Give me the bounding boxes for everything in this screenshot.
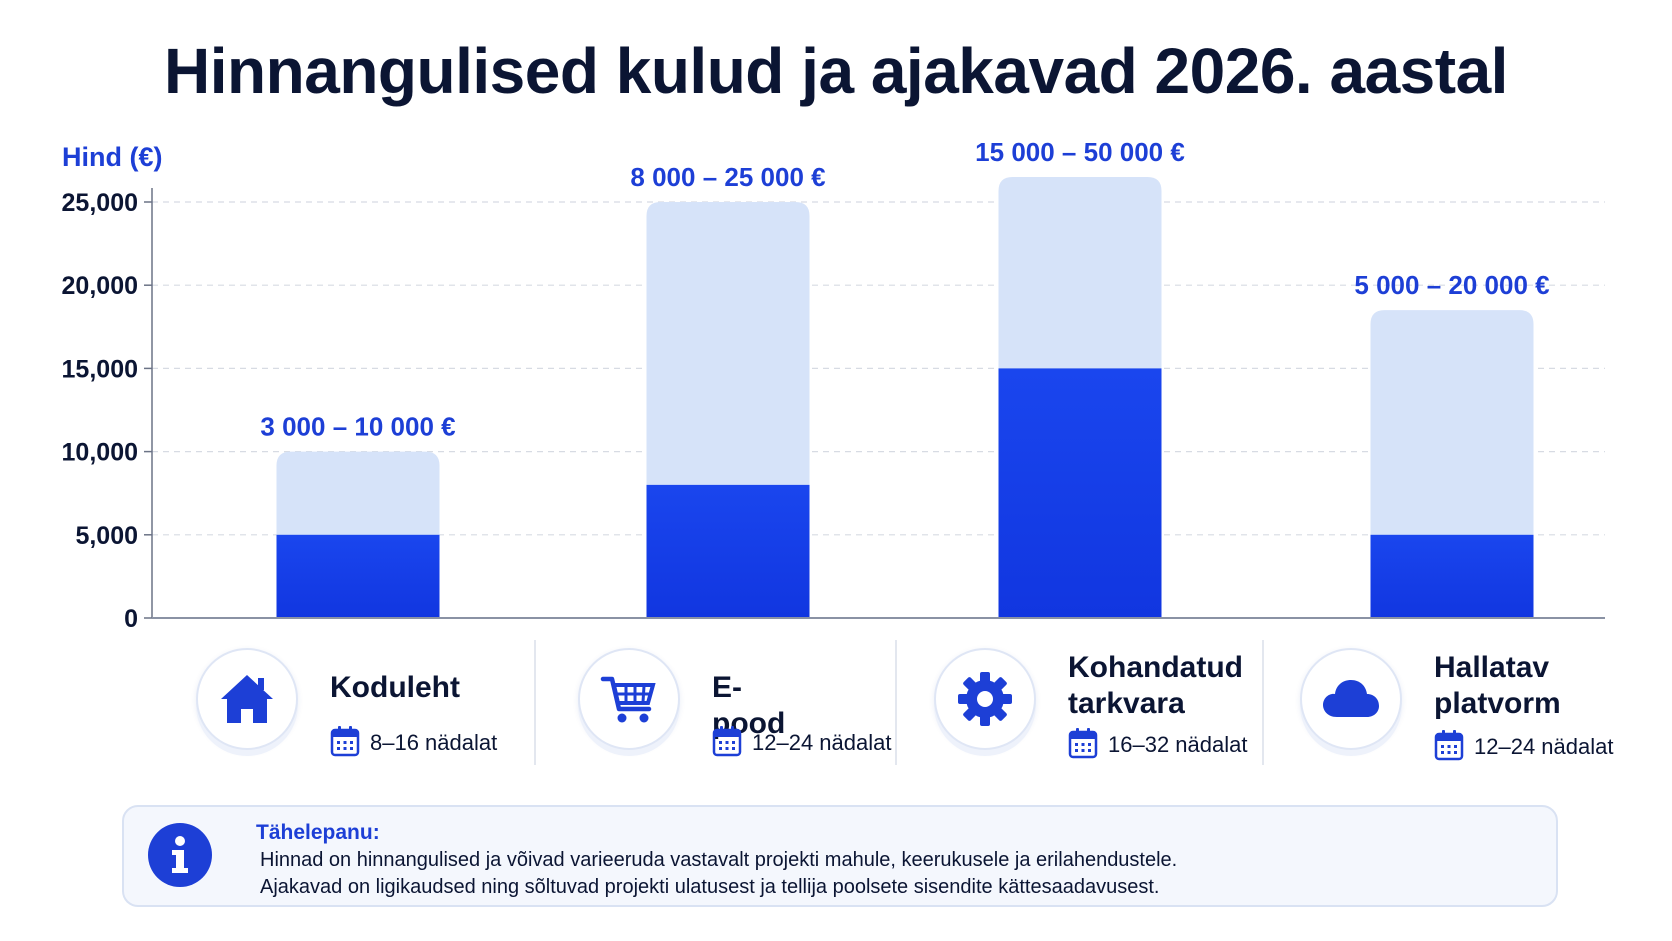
cart-icon-badge xyxy=(578,648,680,750)
y-tick-label: 15,000 xyxy=(62,355,138,383)
bar-range-label: 5 000 – 20 000 € xyxy=(1354,270,1549,300)
gear-icon-badge xyxy=(934,648,1036,750)
info-icon xyxy=(148,823,212,887)
bar-range-min xyxy=(646,484,810,618)
y-tick-label: 10,000 xyxy=(62,439,138,467)
calendar-icon xyxy=(1068,728,1098,759)
category-name: Hallatav platvorm xyxy=(1434,651,1561,720)
chart-title: Hinnangulised kulud ja ajakavad 2026. aa… xyxy=(164,35,1508,107)
cloud-icon xyxy=(1323,680,1379,717)
divider xyxy=(895,640,897,765)
note-line-1: Hinnad on hinnangulised ja võivad variee… xyxy=(260,849,1178,871)
bar-chart: 0 5,000 10,000 15,000 20,000 25,000 3 000 – 1… xyxy=(62,137,1605,633)
house-icon xyxy=(221,675,273,723)
bar-range-min xyxy=(276,534,440,618)
cart-icon xyxy=(600,676,656,723)
calendar-icon xyxy=(1434,730,1464,761)
cloud-icon-badge xyxy=(1300,648,1402,750)
divider xyxy=(1262,640,1264,765)
y-tick-label: 25,000 xyxy=(62,189,138,217)
bar-range-label: 15 000 – 50 000 € xyxy=(975,137,1185,167)
y-tick-label: 5,000 xyxy=(75,522,138,550)
category-name: Kohandatud tarkvara xyxy=(1068,651,1243,720)
y-tick-label: 0 xyxy=(124,605,138,633)
calendar-icon xyxy=(712,726,742,757)
divider xyxy=(534,640,536,765)
calendar-icon xyxy=(330,726,360,757)
note-line-2: Ajakavad on ligikaudsed ning sõltuvad pr… xyxy=(260,876,1160,898)
bar-range-min xyxy=(1370,534,1534,618)
category-name: E-pood xyxy=(712,671,786,740)
note-title: Tähelepanu: xyxy=(256,821,380,844)
bar-range-min xyxy=(998,368,1162,618)
bar-range-label: 8 000 – 25 000 € xyxy=(630,162,825,192)
y-tick-label: 20,000 xyxy=(62,272,138,300)
note-box: Tähelepanu: Hinnad on hinnangulised ja v… xyxy=(122,805,1558,907)
house-icon-badge xyxy=(196,648,298,750)
y-axis-title: Hind (€) xyxy=(62,142,163,172)
gear-icon xyxy=(958,672,1012,726)
category-name: Koduleht xyxy=(330,671,460,704)
bar-range-label: 3 000 – 10 000 € xyxy=(260,412,455,442)
